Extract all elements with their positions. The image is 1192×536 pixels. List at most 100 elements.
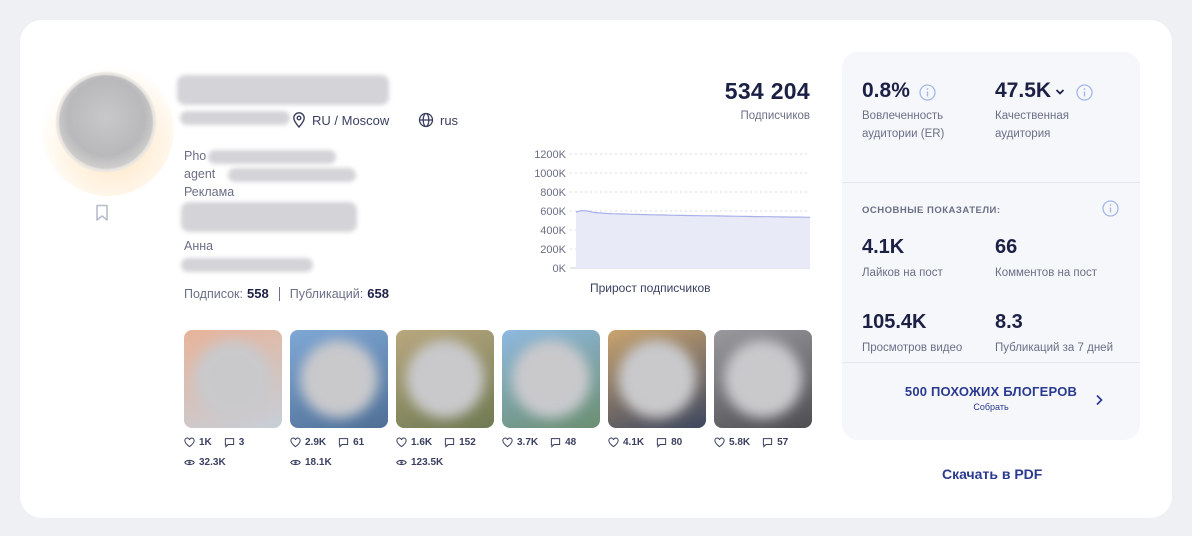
section-title: ОСНОВНЫЕ ПОКАЗАТЕЛИ: xyxy=(862,205,1001,216)
bio-blur-2 xyxy=(228,168,356,182)
post-views-row: 18.1K xyxy=(290,456,388,468)
y-tick-label: 0K xyxy=(553,263,567,275)
post-engagement: 5.8K 57 xyxy=(714,436,812,448)
heart-icon xyxy=(290,437,301,447)
post-comments: 80 xyxy=(671,436,683,448)
bio-line-2: agent xyxy=(184,167,216,181)
bio-line-4: Анна xyxy=(184,239,214,253)
post-comments: 152 xyxy=(459,436,476,448)
post-views: 32.3K xyxy=(199,456,226,468)
post-image[interactable] xyxy=(184,330,282,428)
post-likes: 3.7K xyxy=(517,436,539,448)
pubs-value: 8.3 xyxy=(995,311,1023,333)
comment-icon xyxy=(444,437,455,448)
post-likes: 2.9K xyxy=(305,436,327,448)
post-views-row: 32.3K xyxy=(184,456,282,468)
following-label: Подписок: xyxy=(184,286,243,301)
chevron-right-icon xyxy=(1096,394,1103,406)
views-label: Просмотров видео xyxy=(862,342,963,354)
bio-blur-3 xyxy=(181,202,357,232)
quality-value: 47.5K xyxy=(995,79,1052,102)
bio-line-1: Pho xyxy=(184,149,207,163)
post-comments: 3 xyxy=(238,436,245,448)
eye-icon xyxy=(290,459,301,465)
post-engagement: 1K 3 xyxy=(184,436,282,448)
bio-blur-1 xyxy=(208,150,336,164)
post-image[interactable] xyxy=(714,330,812,428)
bio-blur-4 xyxy=(181,258,313,272)
quality-label: Качественная аудитория xyxy=(995,110,1069,140)
comments-value: 66 xyxy=(995,236,1018,258)
y-tick-label: 200K xyxy=(540,244,566,256)
heart-icon xyxy=(396,437,407,447)
post-engagement: 4.1K 80 xyxy=(608,436,706,448)
comment-icon xyxy=(224,437,234,448)
post-image[interactable] xyxy=(502,330,600,428)
followers-growth-chart: 1200K 1000K 800K 600K 400K 200K 0K xyxy=(534,149,811,275)
post-engagement: 2.9K 61 xyxy=(290,436,388,448)
similar-subtitle: Собрать xyxy=(973,402,1009,412)
post-thumbnail[interactable]: 5.8K 57 xyxy=(714,330,812,468)
y-tick-label: 400K xyxy=(540,225,566,237)
chart-title: Прирост подписчиков xyxy=(590,281,711,295)
followers-count: 534 204 xyxy=(724,78,810,104)
post-image[interactable] xyxy=(608,330,706,428)
chevron-down-icon[interactable] xyxy=(1055,88,1065,96)
eye-icon xyxy=(396,459,407,465)
y-tick-label: 1200K xyxy=(534,149,566,161)
language: rus xyxy=(418,112,458,128)
info-icon[interactable] xyxy=(919,84,936,101)
location-text: RU / Moscow xyxy=(312,112,390,128)
heart-icon xyxy=(714,437,725,447)
post-likes: 1K xyxy=(199,436,212,448)
post-views: 123.5K xyxy=(411,456,444,468)
likes-label: Лайков на пост xyxy=(862,267,943,279)
post-likes: 1.6K xyxy=(411,436,433,448)
similar-bloggers-button[interactable]: 500 ПОХОЖИХ БЛОГЕРОВ Собрать xyxy=(842,384,1140,412)
post-thumbnail[interactable]: 2.9K 61 18.1K xyxy=(290,330,388,468)
post-thumbnail[interactable]: 1.6K 152 123.5K xyxy=(396,330,494,468)
comment-icon xyxy=(656,437,667,448)
eye-icon xyxy=(184,459,195,465)
post-thumbnail[interactable]: 4.1K 80 xyxy=(608,330,706,468)
post-engagement: 1.6K 152 xyxy=(396,436,494,448)
views-value: 105.4K xyxy=(862,311,927,333)
following-value: 558 xyxy=(247,286,269,301)
profile-stats: Подписок: 558 Публикаций: 658 xyxy=(184,286,389,301)
comment-icon xyxy=(338,437,349,448)
heart-icon xyxy=(502,437,513,447)
post-image[interactable] xyxy=(290,330,388,428)
post-comments: 61 xyxy=(353,436,365,448)
download-pdf-link[interactable]: Скачать в PDF xyxy=(942,466,1043,482)
language-text: rus xyxy=(440,112,459,128)
metrics-panel: 0.8% Вовлеченность аудитории (ER) 47.5K … xyxy=(842,52,1140,440)
likes-value: 4.1K xyxy=(862,236,905,258)
profile-card: RU / Moscow rus Pho agent Реклама Анна П… xyxy=(20,20,1172,518)
y-tick-label: 1000K xyxy=(534,168,566,180)
post-views: 18.1K xyxy=(305,456,332,468)
heart-icon xyxy=(184,437,195,447)
info-icon[interactable] xyxy=(1102,200,1119,217)
er-label: Вовлеченность аудитории (ER) xyxy=(862,110,945,140)
location: RU / Moscow xyxy=(292,112,389,128)
recent-posts: 1K 3 32.3K 2.9K 61 18.1K 1.6K 152 123.5K 3.7K 48 4.… xyxy=(184,330,812,468)
bookmark-icon[interactable] xyxy=(95,204,109,222)
post-likes: 5.8K xyxy=(729,436,751,448)
comments-label: Комментов на пост xyxy=(995,267,1098,279)
info-icon[interactable] xyxy=(1076,84,1093,101)
er-value: 0.8% xyxy=(862,79,910,102)
post-thumbnail[interactable]: 1K 3 32.3K xyxy=(184,330,282,468)
post-comments: 48 xyxy=(565,436,577,448)
username-blurred xyxy=(180,111,290,125)
posts-value: 658 xyxy=(367,286,389,301)
comment-icon xyxy=(762,437,773,448)
post-views-row: 123.5K xyxy=(396,456,494,468)
globe-icon xyxy=(418,112,434,128)
profile-name-blurred xyxy=(177,75,389,105)
post-image[interactable] xyxy=(396,330,494,428)
y-tick-label: 600K xyxy=(540,206,566,218)
growth-area xyxy=(576,210,810,268)
bio-line-3: Реклама xyxy=(184,185,235,199)
post-thumbnail[interactable]: 3.7K 48 xyxy=(502,330,600,468)
posts-label: Публикаций: xyxy=(289,286,364,301)
